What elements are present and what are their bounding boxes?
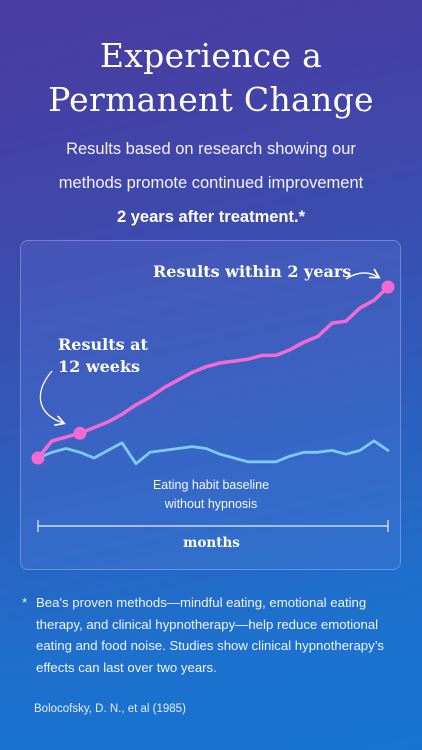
arrow-to-12-weeks <box>39 370 63 423</box>
baseline-label: Eating habit baseline without hypnosis <box>116 476 306 514</box>
title-line-2: Permanent Change <box>48 80 374 119</box>
baseline-line <box>36 439 390 466</box>
data-point-marker-3 <box>381 280 395 294</box>
results-chart-card: Results within 2 years Results at 12 wee… <box>20 240 401 570</box>
results-chart <box>31 241 395 532</box>
subtitle-emphasis: 2 years after treatment.* <box>116 208 305 226</box>
annotation-2-years: Results within 2 years <box>153 262 352 281</box>
baseline-label-line-1: Eating habit baseline <box>152 478 270 492</box>
title-line-1: Experience a <box>99 36 323 75</box>
baseline-label-line-2: without hypnosis <box>164 497 258 511</box>
annotation-12-weeks: Results at 12 weeks <box>58 335 148 376</box>
citation: Bolocofsky, D. N., et al (1985) <box>34 703 186 715</box>
results-line <box>36 285 390 460</box>
data-point-marker-1 <box>31 451 45 465</box>
footnote-text: Bea's proven methods—mindful eating, emo… <box>36 595 384 675</box>
subtitle: Results based on research showing our me… <box>0 132 422 234</box>
marker-layer <box>31 280 395 465</box>
footnote: * Bea's proven methods—mindful eating, e… <box>22 592 410 678</box>
subtitle-line-2: methods promote continued improvement <box>58 174 364 192</box>
subtitle-line-1: Results based on research showing our <box>66 140 356 158</box>
series-layer <box>36 285 390 466</box>
data-point-marker-2 <box>73 426 87 440</box>
arrow-to-2-years <box>345 273 378 280</box>
page-title: Experience a Permanent Change <box>0 34 422 122</box>
footnote-marker: * <box>22 595 28 610</box>
x-axis-label: months <box>183 535 240 551</box>
